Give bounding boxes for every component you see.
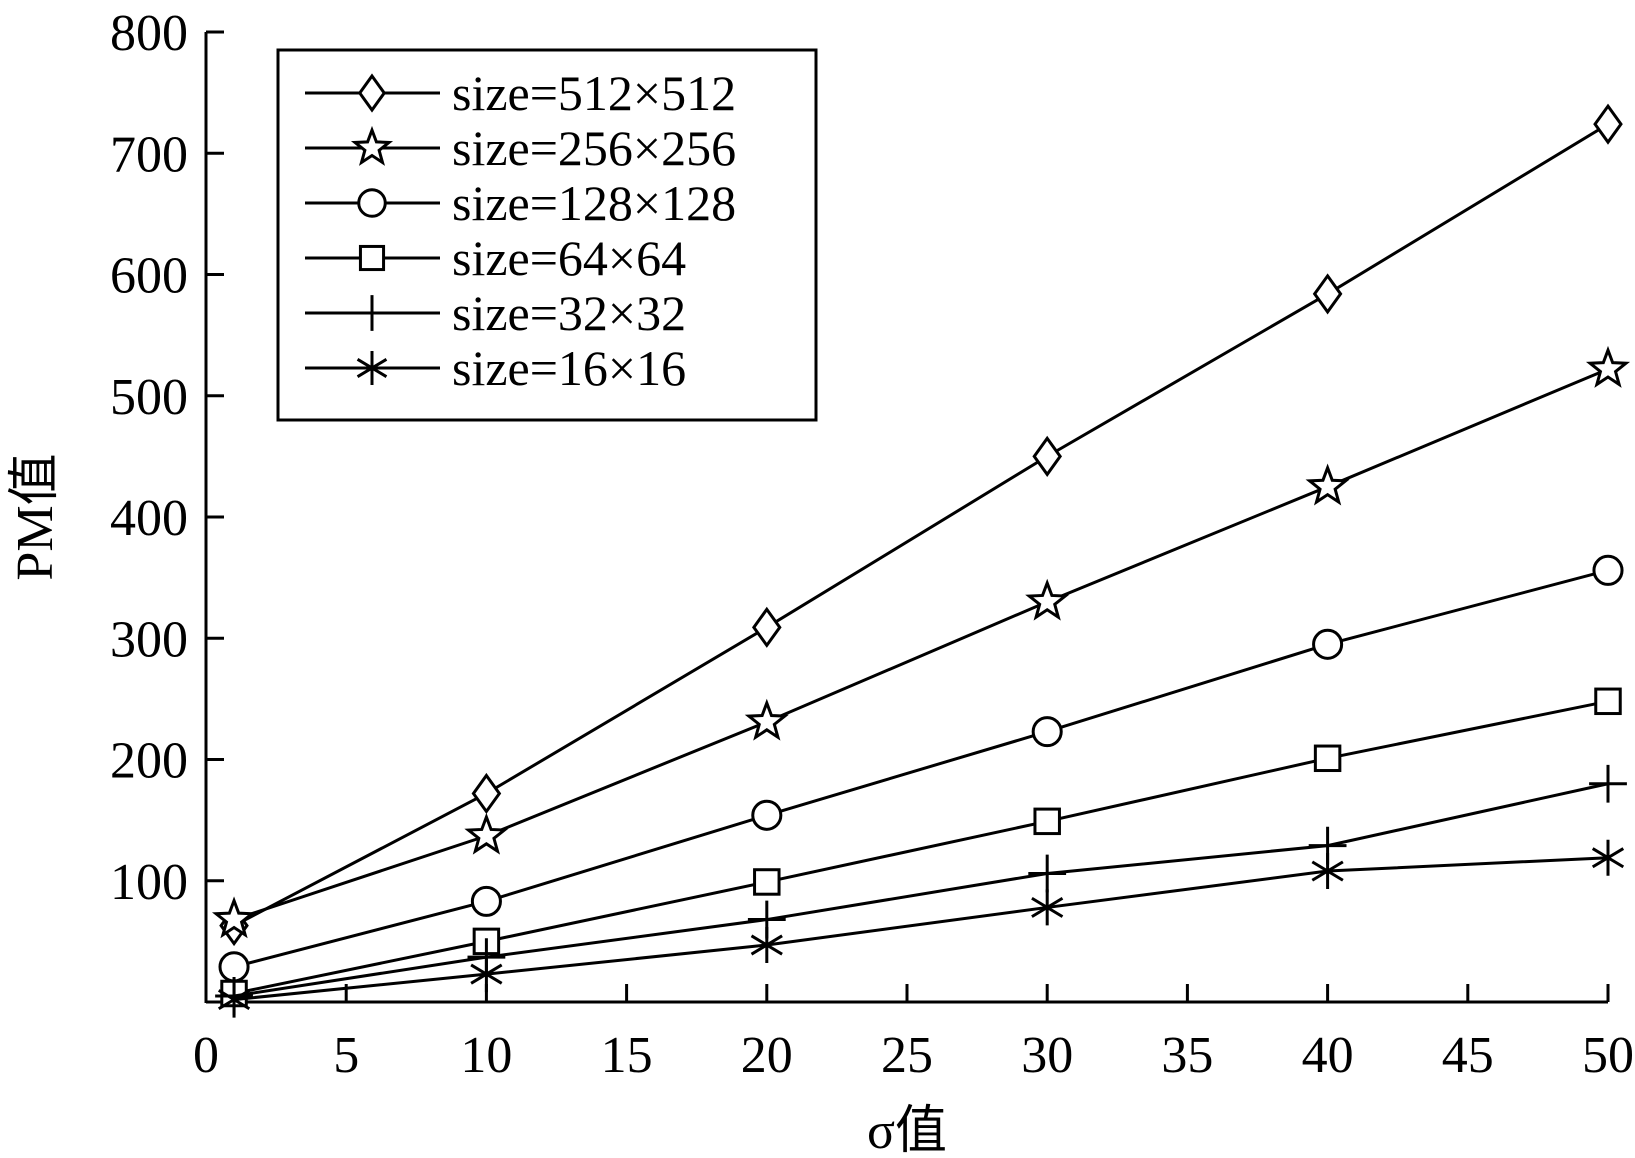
data-point-star <box>744 698 789 741</box>
legend-marker-asterisk <box>356 351 388 385</box>
x-tick-label: 30 <box>1021 1027 1073 1084</box>
data-point-asterisk <box>470 956 503 993</box>
data-point-star <box>1305 463 1350 506</box>
data-point-plus <box>1028 854 1067 893</box>
legend-item: size=512×512 <box>305 65 736 121</box>
data-point-circle <box>1312 628 1344 660</box>
axes: 0 5 10 15 20 25 30 35 40 45 50 100 200 300 400 500 600 70… <box>110 5 1634 1084</box>
y-tick-label: 700 <box>110 126 188 183</box>
legend-item: size=32×32 <box>305 285 686 341</box>
series-star <box>211 345 1631 939</box>
x-axis-label: σ值 <box>867 1103 947 1158</box>
data-point-asterisk <box>217 981 251 1018</box>
series-asterisk <box>217 839 1625 1018</box>
y-tick-label: 500 <box>110 369 188 426</box>
series-layer <box>211 103 1631 1018</box>
data-point-circle <box>1031 716 1063 748</box>
legend-marker-square <box>358 244 386 272</box>
data-point-diamond <box>471 772 502 815</box>
x-tick-label: 35 <box>1161 1027 1213 1084</box>
data-point-asterisk <box>1591 839 1625 876</box>
x-tick-label: 45 <box>1442 1027 1494 1084</box>
series-circle <box>218 554 1624 983</box>
legend-label: size=16×16 <box>452 340 686 396</box>
y-tick-label: 300 <box>110 611 188 668</box>
data-point-circle <box>218 951 250 983</box>
legend-item: size=64×64 <box>305 230 686 286</box>
legend-marker-diamond <box>357 73 387 113</box>
y-tick-label: 400 <box>110 490 188 547</box>
legend-item: size=128×128 <box>305 175 736 231</box>
data-point-star <box>211 896 257 939</box>
data-point-diamond <box>1032 435 1063 477</box>
legend-label: size=256×256 <box>452 120 736 176</box>
data-point-circle <box>1592 554 1624 586</box>
series-square <box>220 687 1622 1008</box>
y-tick-label: 800 <box>110 5 188 62</box>
x-tick-label: 5 <box>333 1027 359 1084</box>
x-tick-label: 50 <box>1582 1027 1634 1084</box>
series-line-star <box>233 367 1609 921</box>
data-point-diamond <box>1312 273 1343 315</box>
x-tick-label: 10 <box>460 1027 512 1084</box>
series-line-asterisk <box>233 856 1609 1002</box>
series-line-plus <box>233 782 1609 998</box>
data-point-square <box>1594 687 1622 716</box>
data-point-star <box>1585 345 1631 388</box>
y-tick-label: 200 <box>110 733 188 790</box>
y-axis-label: PM值 <box>7 453 64 580</box>
x-tick-label: 40 <box>1302 1027 1354 1084</box>
legend-item: size=256×256 <box>305 120 736 176</box>
legend-label: size=64×64 <box>452 230 686 286</box>
series-line-circle <box>233 568 1609 969</box>
series-line-diamond <box>233 122 1609 927</box>
series-line-square <box>233 699 1609 995</box>
legend-marker-plus <box>354 295 390 331</box>
data-point-circle <box>751 799 783 831</box>
legend-label: size=32×32 <box>452 285 686 341</box>
data-point-star <box>464 812 509 855</box>
legend-box <box>276 48 818 422</box>
data-point-asterisk <box>750 927 783 964</box>
data-point-square <box>1033 807 1061 836</box>
data-point-asterisk <box>1311 853 1344 890</box>
data-point-asterisk <box>1031 889 1064 926</box>
x-tick-label: 20 <box>741 1027 793 1084</box>
x-tick-label: 25 <box>881 1027 933 1084</box>
legend-marker-star <box>350 125 394 166</box>
x-tick-label: 0 <box>193 1027 219 1084</box>
data-point-plus <box>1589 764 1627 803</box>
data-point-square <box>753 868 781 896</box>
series-plus <box>215 764 1627 1015</box>
legend-marker-circle <box>357 188 387 218</box>
data-point-square <box>1313 744 1342 773</box>
legend-label: size=512×512 <box>452 65 736 121</box>
y-tick-label: 100 <box>110 854 188 911</box>
data-point-circle <box>470 885 502 917</box>
legend-label: size=128×128 <box>452 175 736 231</box>
data-point-diamond <box>1593 103 1623 145</box>
x-tick-label: 15 <box>601 1027 653 1084</box>
y-tick-label: 600 <box>110 248 188 305</box>
legend-item: size=16×16 <box>305 340 686 396</box>
data-point-star <box>1025 578 1070 621</box>
legend: size=512×512size=256×256size=128×128size… <box>276 48 818 422</box>
data-point-diamond <box>751 606 782 648</box>
